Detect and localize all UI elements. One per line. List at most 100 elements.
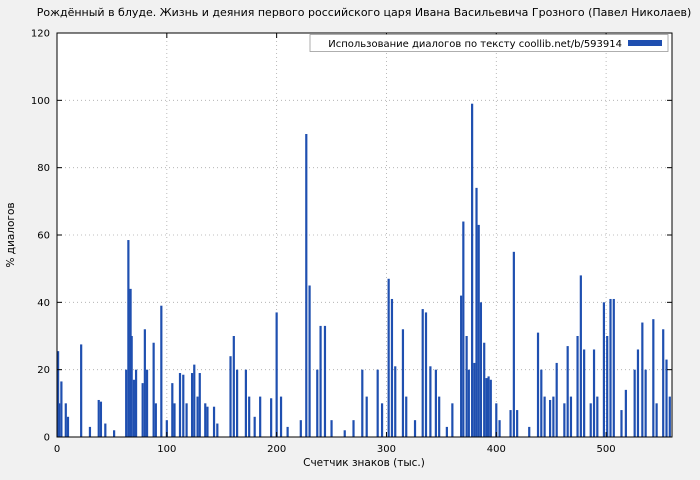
- bar: [185, 403, 188, 437]
- bar: [549, 399, 552, 437]
- bar: [259, 396, 262, 437]
- y-tick-label: 40: [37, 298, 50, 309]
- bar: [387, 278, 390, 437]
- bar: [405, 396, 408, 437]
- bar: [129, 288, 132, 437]
- bar: [99, 401, 103, 437]
- bar: [424, 312, 428, 437]
- bar: [316, 369, 319, 437]
- bar: [516, 410, 519, 437]
- bar: [152, 342, 155, 437]
- bar: [253, 416, 256, 437]
- bar: [509, 410, 512, 437]
- bar: [451, 403, 454, 437]
- bar: [569, 396, 573, 437]
- bar: [204, 403, 207, 437]
- bar: [58, 403, 61, 437]
- bar: [596, 396, 599, 437]
- bar: [141, 383, 144, 437]
- bar: [668, 396, 671, 437]
- bar: [178, 373, 182, 437]
- bar: [636, 349, 640, 437]
- bar: [606, 336, 609, 437]
- bar: [380, 403, 384, 437]
- y-tick-label: 100: [31, 96, 50, 107]
- bar: [563, 403, 566, 437]
- legend-label: Использование диалогов по тексту coollib…: [328, 39, 622, 50]
- bar: [394, 366, 397, 437]
- bar: [495, 403, 498, 437]
- bar: [528, 426, 531, 437]
- bar: [477, 224, 480, 437]
- bar: [343, 430, 346, 437]
- bar: [579, 275, 582, 437]
- bar: [576, 336, 579, 437]
- bar: [652, 319, 655, 437]
- bar: [198, 373, 201, 437]
- bar: [279, 396, 283, 437]
- bar: [64, 403, 67, 437]
- y-tick-label: 0: [44, 433, 50, 444]
- bar: [145, 369, 149, 437]
- bar: [592, 349, 596, 437]
- bar: [612, 298, 615, 437]
- bar: [552, 396, 555, 437]
- bar: [434, 369, 437, 437]
- bar: [330, 420, 333, 437]
- bar: [299, 420, 302, 437]
- bar: [543, 396, 546, 437]
- bar: [555, 362, 558, 437]
- bar: [483, 342, 486, 437]
- bar: [589, 403, 592, 437]
- bar: [467, 369, 470, 437]
- bar: [60, 381, 63, 437]
- bar: [471, 103, 474, 437]
- bar: [305, 134, 308, 437]
- bar: [160, 305, 163, 437]
- x-tick-label: 500: [597, 444, 616, 455]
- y-tick-label: 80: [37, 163, 50, 174]
- bar: [624, 389, 627, 437]
- bar: [275, 312, 278, 437]
- bar: [489, 379, 492, 437]
- bar: [190, 373, 194, 437]
- bar: [206, 406, 209, 437]
- bar: [665, 359, 668, 437]
- bar: [232, 336, 235, 437]
- bar: [540, 369, 543, 437]
- bar: [88, 426, 92, 437]
- bar: [125, 369, 128, 437]
- x-axis-label: Счетчик знаков (тыс.): [303, 457, 425, 469]
- bar: [154, 403, 157, 437]
- bar: [113, 430, 116, 437]
- x-tick-label: 0: [54, 444, 60, 455]
- bar: [473, 362, 476, 437]
- legend-box: [309, 34, 669, 52]
- bar: [655, 403, 658, 437]
- bar: [566, 346, 569, 437]
- y-tick-label: 20: [37, 365, 50, 376]
- bar: [80, 344, 83, 437]
- bar: [462, 221, 465, 437]
- bar: [212, 406, 216, 437]
- bar: [143, 329, 146, 437]
- bar: [196, 396, 199, 437]
- bar: [244, 369, 247, 437]
- bar: [165, 420, 168, 437]
- bar: [173, 403, 176, 437]
- bar: [536, 332, 540, 437]
- bar: [602, 302, 606, 437]
- bar: [171, 383, 174, 437]
- bar: [134, 369, 138, 437]
- bar: [270, 398, 273, 437]
- bar: [479, 302, 483, 437]
- bar: [66, 416, 70, 437]
- bar: [376, 369, 379, 437]
- bar: [127, 240, 130, 437]
- bar: [57, 351, 60, 437]
- bar: [390, 298, 394, 437]
- bar: [401, 329, 405, 437]
- x-tick-label: 300: [377, 444, 396, 455]
- bar: [308, 285, 311, 437]
